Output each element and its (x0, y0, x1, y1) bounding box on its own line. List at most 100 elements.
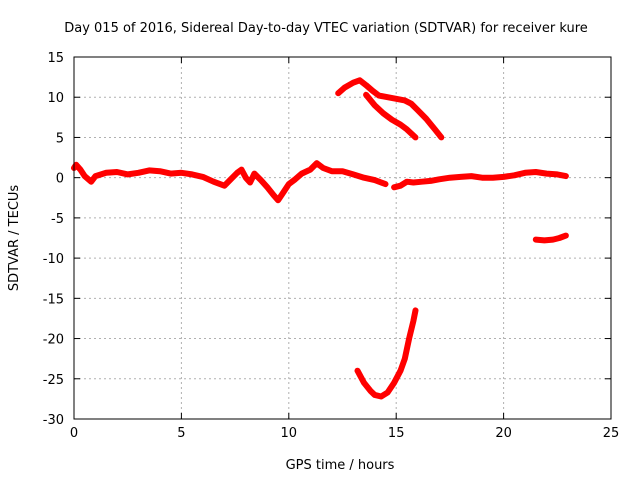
data-point (307, 167, 313, 173)
data-point (271, 192, 277, 198)
data-point (378, 394, 384, 399)
data-point (479, 175, 485, 181)
data-point (372, 102, 378, 108)
y-tick-label: 10 (47, 91, 64, 106)
data-point (376, 93, 382, 99)
data-point (178, 170, 184, 176)
series-trace-after-15 (391, 169, 569, 191)
data-point (157, 168, 163, 174)
data-point (370, 88, 376, 94)
x-tick-label: 0 (70, 426, 78, 441)
data-point (314, 160, 320, 166)
data-point (103, 170, 109, 176)
data-point (125, 171, 131, 177)
series-upper-branch (363, 91, 419, 141)
data-point (292, 176, 298, 182)
data-point (404, 179, 410, 185)
y-tick-label: -15 (43, 292, 64, 307)
y-tick-label: -30 (43, 413, 64, 428)
data-point (275, 197, 281, 203)
data-point (146, 167, 152, 173)
data-point (251, 171, 257, 177)
data-point (447, 175, 453, 181)
data-point (533, 237, 539, 243)
data-point (391, 184, 397, 190)
y-tick-label: -20 (43, 333, 64, 348)
data-point (383, 181, 388, 187)
data-point (239, 167, 244, 173)
data-point (93, 173, 98, 179)
data-point (398, 368, 403, 374)
data-point (404, 126, 410, 132)
data-point (211, 179, 217, 185)
y-tick-label: 5 (56, 131, 64, 146)
series-line (335, 77, 445, 141)
data-point (415, 107, 421, 113)
series-main-trace (71, 160, 389, 204)
data-point (329, 168, 335, 174)
axis-ticks: 0 5 10 15 20 25 15 10 5 0 -5 -10 -15 -20 -25 -30 (43, 51, 620, 441)
data-point (438, 134, 444, 140)
series-line (71, 160, 389, 204)
data-point (458, 174, 464, 180)
data-point (408, 101, 414, 107)
data-point (468, 173, 474, 179)
data-point (490, 175, 496, 181)
x-tick-label: 15 (388, 426, 405, 441)
data-point (385, 390, 391, 395)
y-axis-title: SDTVAR / TECUs (7, 185, 22, 292)
data-point (413, 134, 418, 140)
y-tick-label: 15 (47, 51, 64, 66)
data-point (413, 307, 418, 313)
data-point (554, 171, 560, 177)
data-point (228, 176, 234, 182)
data-point (402, 356, 408, 362)
y-tick-label: -10 (43, 252, 64, 267)
data-point (355, 368, 360, 374)
data-point (189, 171, 195, 177)
series-line (391, 169, 569, 191)
data-point (340, 168, 345, 174)
series-lower-hook (354, 307, 419, 400)
data-point (391, 380, 397, 386)
data-point (372, 177, 378, 183)
data-point (423, 116, 429, 122)
data-point (363, 82, 369, 88)
data-point (385, 94, 391, 100)
data-point (258, 177, 264, 183)
plot-frame (73, 56, 612, 420)
y-tick-label: -5 (51, 212, 64, 227)
series-lower-right-segment (532, 232, 569, 244)
data-point (342, 85, 348, 91)
data-point (279, 191, 285, 197)
data-point (533, 169, 539, 175)
data-point (393, 96, 399, 102)
data-point (361, 175, 367, 181)
data-point (556, 235, 562, 241)
data-point (501, 174, 507, 180)
data-point (511, 172, 517, 178)
data-point (406, 336, 412, 342)
data-point (410, 318, 416, 324)
data-point (428, 178, 434, 184)
data-point (88, 179, 94, 185)
data-point (419, 179, 425, 185)
data-point (350, 80, 356, 86)
y-tick-label: -25 (43, 373, 64, 388)
data-point (550, 237, 556, 243)
data-point (82, 173, 88, 179)
data-point (380, 110, 386, 116)
data-point (320, 165, 326, 171)
data-point (563, 233, 569, 239)
data-point (398, 183, 403, 189)
x-tick-label: 25 (603, 426, 620, 441)
data-point (247, 180, 253, 185)
data-point (402, 97, 408, 103)
series-upper-arc (335, 77, 445, 141)
data-point (200, 174, 206, 180)
data-point (436, 176, 442, 182)
data-point (372, 392, 378, 398)
data-point (135, 170, 141, 176)
data-point (398, 122, 403, 128)
data-point (357, 77, 363, 83)
